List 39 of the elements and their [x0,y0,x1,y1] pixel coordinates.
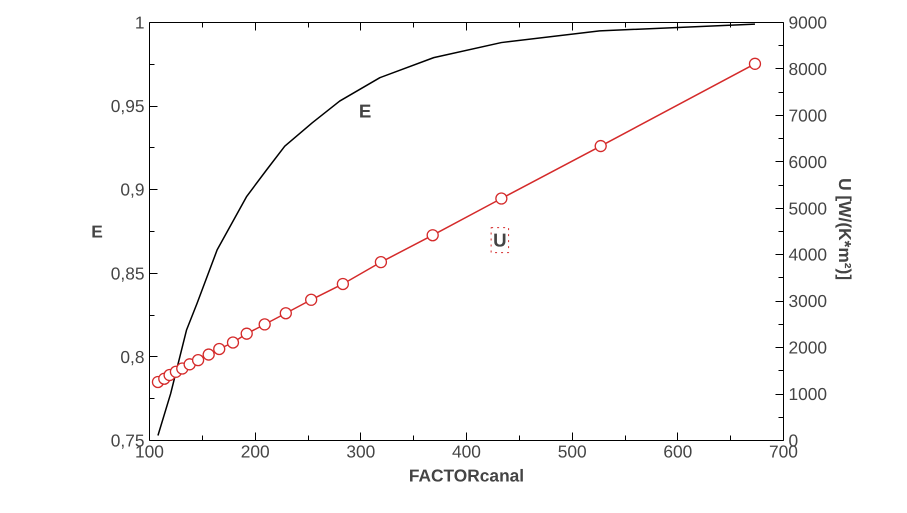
y-tick-label: 0,9 [120,180,145,200]
point [426,229,439,242]
y2-tick-label: 1000 [788,384,828,404]
point [240,328,253,340]
point [374,256,388,268]
x-tick-label: 200 [240,442,270,462]
y2-axis-title: U [W/(K*m²)] [835,178,856,280]
y-tick-label: 0,85 [110,263,145,284]
point [226,336,240,349]
point [305,294,318,306]
point [594,140,607,152]
y-tick-label: 0,8 [120,346,145,367]
y2-tick-label: 9000 [788,12,828,32]
x-tick-label: 400 [452,442,481,462]
x-axis-title: FACTORcanal [408,466,524,486]
series-label: U [493,230,507,251]
point [748,58,762,70]
point [280,307,292,320]
point [258,318,271,331]
y2-tick-label: 4000 [788,244,828,265]
point [202,348,215,361]
y-tick-label: 1 [134,12,145,32]
point [495,192,508,205]
point [213,342,226,356]
y2-tick-label: 5000 [788,198,828,218]
point [336,278,350,290]
series-label: E [358,100,372,122]
x-tick-label: 300 [346,442,376,462]
x-tick-label: 500 [558,442,587,462]
y2-tick-label: 6000 [788,152,828,172]
point [192,354,204,366]
y-tick-label: 0,95 [110,96,145,116]
x-tick-label: 600 [663,442,692,462]
y2-tick-label: 3000 [788,291,828,312]
y2-tick-label: 8000 [788,58,828,79]
y2-tick-label: 7000 [788,105,828,126]
y2-tick-label: 2000 [788,338,828,358]
line-series [157,23,756,436]
y-axis-title: E [91,222,103,242]
